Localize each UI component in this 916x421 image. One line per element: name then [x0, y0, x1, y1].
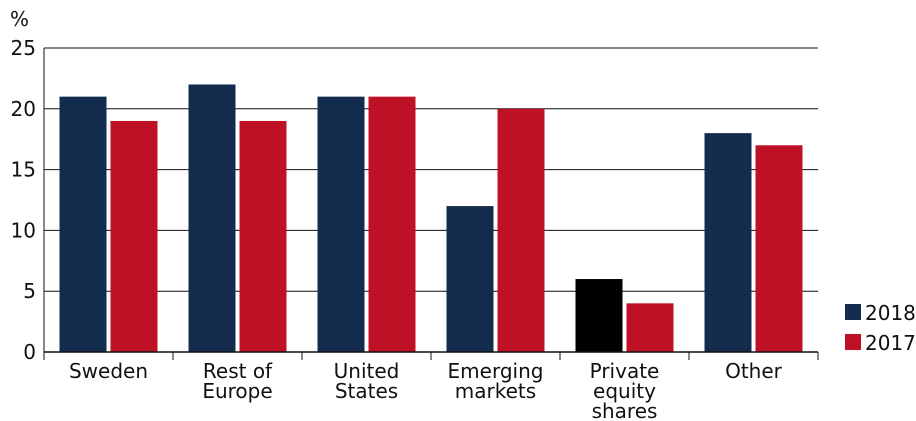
y-tick-label: 20 [11, 97, 36, 121]
x-tick-label-line: Rest of [203, 359, 273, 383]
bar-2017 [110, 120, 158, 353]
y-tick-label: 10 [11, 218, 36, 242]
bar-2018 [317, 96, 365, 352]
x-tick-label-line: States [335, 379, 398, 403]
legend-label: 2018 [865, 301, 916, 325]
bar-2017 [626, 303, 674, 352]
legend-label: 2017 [865, 331, 916, 355]
x-tick-label-line: Europe [202, 379, 272, 403]
bar-2018 [188, 84, 236, 352]
legend: 2018 2017 [845, 301, 916, 355]
x-tick-label: Private equity shares [590, 359, 660, 421]
x-tick-label: Emerging markets [448, 359, 544, 403]
bar-2018 [446, 206, 494, 352]
bars [59, 84, 803, 353]
x-tick-label: Rest of Europe [202, 359, 273, 403]
y-tick-label: 5 [23, 279, 36, 303]
x-tick-label-line: markets [455, 379, 536, 403]
x-tick-label-line: Private [590, 359, 660, 383]
x-tick-label-line: United [334, 359, 400, 383]
x-tick-label-line: Sweden [69, 359, 148, 383]
y-axis-unit-label: % [10, 7, 29, 31]
y-tick-label: 15 [11, 158, 36, 182]
y-tick-label: 25 [11, 36, 36, 60]
bar-2018 [59, 96, 107, 352]
bar-2017 [239, 120, 287, 353]
y-tick-label: 0 [23, 340, 36, 364]
bar-2018 [704, 133, 752, 352]
gridlines [43, 47, 818, 352]
bar-2017 [368, 96, 416, 352]
x-tick-label: United States [334, 359, 400, 403]
bar-2018 [575, 279, 623, 352]
x-tick-label-line: shares [592, 399, 658, 421]
x-tick-label-line: Emerging [448, 359, 544, 383]
x-tick-label: Sweden [69, 359, 148, 383]
x-axis [43, 351, 819, 360]
y-axis-ticks: 0 5 10 15 20 25 [11, 36, 36, 364]
x-axis-labels: Sweden Rest of Europe United States Emerging m… [69, 359, 783, 421]
legend-swatch-2017 [845, 334, 861, 350]
bar-2017 [755, 145, 803, 352]
legend-swatch-2018 [845, 304, 861, 320]
x-tick-label: Other [725, 359, 783, 383]
bar-2017 [497, 108, 545, 352]
x-tick-label-line: equity [593, 379, 656, 403]
x-tick-label-line: Other [725, 359, 783, 383]
